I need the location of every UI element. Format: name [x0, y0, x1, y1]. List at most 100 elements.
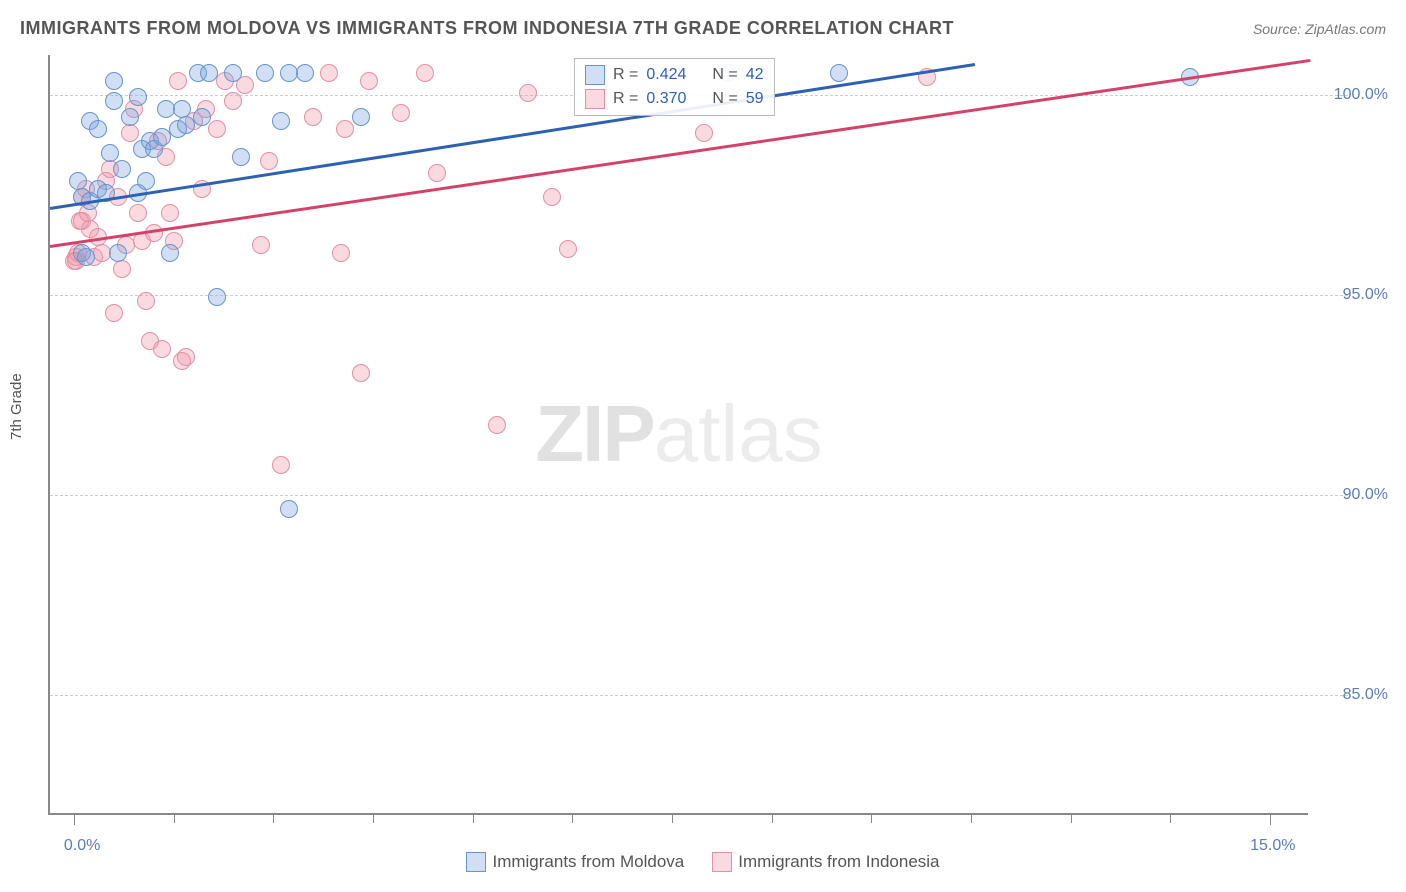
y-tick-label: 85.0% — [1343, 686, 1388, 704]
scatter-chart: ZIPatlas 85.0%90.0%95.0%100.0% — [48, 55, 1308, 815]
x-tick — [572, 813, 573, 823]
data-point — [113, 160, 131, 178]
data-point — [559, 240, 577, 258]
data-point — [416, 64, 434, 82]
data-point — [272, 456, 290, 474]
n-value: 42 — [746, 66, 764, 84]
watermark: ZIPatlas — [535, 388, 822, 480]
gridline — [50, 695, 1348, 696]
data-point — [830, 64, 848, 82]
x-tick — [1170, 813, 1171, 823]
r-label: R = — [613, 90, 638, 108]
x-tick-major — [74, 813, 75, 825]
x-tick — [871, 813, 872, 823]
data-point — [280, 500, 298, 518]
x-tick — [1071, 813, 1072, 823]
stats-row: R = 0.370 N = 59 — [585, 87, 764, 111]
data-point — [109, 244, 127, 262]
data-point — [260, 152, 278, 170]
data-point — [129, 88, 147, 106]
legend-swatch-indonesia — [712, 852, 732, 872]
data-point — [336, 120, 354, 138]
x-tick — [273, 813, 274, 823]
stats-box: R = 0.424 N = 42 R = 0.370 N = 59 — [574, 58, 775, 116]
data-point — [137, 292, 155, 310]
x-tick-label: 15.0% — [1250, 837, 1295, 855]
r-value: 0.370 — [646, 90, 686, 108]
legend-item-moldova: Immigrants from Moldova — [466, 852, 684, 872]
data-point — [177, 348, 195, 366]
r-value: 0.424 — [646, 66, 686, 84]
legend-label: Immigrants from Indonesia — [738, 852, 939, 872]
data-point — [360, 72, 378, 90]
data-point — [488, 416, 506, 434]
data-point — [121, 108, 139, 126]
r-label: R = — [613, 66, 638, 84]
x-tick — [672, 813, 673, 823]
gridline — [50, 295, 1348, 296]
legend-label: Immigrants from Moldova — [492, 852, 684, 872]
data-point — [543, 188, 561, 206]
data-point — [352, 364, 370, 382]
x-tick — [772, 813, 773, 823]
watermark-zip: ZIP — [535, 389, 653, 478]
legend: Immigrants from Moldova Immigrants from … — [0, 852, 1406, 872]
legend-swatch-moldova — [466, 852, 486, 872]
data-point — [161, 204, 179, 222]
x-tick — [174, 813, 175, 823]
data-point — [113, 260, 131, 278]
chart-header: IMMIGRANTS FROM MOLDOVA VS IMMIGRANTS FR… — [20, 18, 1386, 39]
n-value: 59 — [746, 90, 764, 108]
data-point — [272, 112, 290, 130]
data-point — [256, 64, 274, 82]
y-axis-label: 7th Grade — [8, 373, 25, 440]
x-tick-label: 0.0% — [64, 837, 100, 855]
data-point — [224, 64, 242, 82]
gridline — [50, 495, 1348, 496]
n-label: N = — [712, 90, 737, 108]
data-point — [105, 92, 123, 110]
data-point — [232, 148, 250, 166]
data-point — [105, 304, 123, 322]
data-point — [193, 108, 211, 126]
data-point — [695, 124, 713, 142]
x-tick-major — [1270, 813, 1271, 825]
data-point — [208, 288, 226, 306]
data-point — [129, 204, 147, 222]
n-label: N = — [712, 66, 737, 84]
trend-line — [50, 63, 975, 209]
data-point — [161, 244, 179, 262]
data-point — [208, 120, 226, 138]
data-point — [224, 92, 242, 110]
data-point — [69, 172, 87, 190]
data-point — [101, 144, 119, 162]
stats-row: R = 0.424 N = 42 — [585, 63, 764, 87]
data-point — [169, 72, 187, 90]
y-tick-label: 100.0% — [1334, 86, 1388, 104]
y-tick-label: 90.0% — [1343, 486, 1388, 504]
source-attribution: Source: ZipAtlas.com — [1253, 21, 1386, 37]
chart-title: IMMIGRANTS FROM MOLDOVA VS IMMIGRANTS FR… — [20, 18, 954, 39]
data-point — [304, 108, 322, 126]
data-point — [137, 172, 155, 190]
data-point — [392, 104, 410, 122]
data-point — [153, 340, 171, 358]
data-point — [519, 84, 537, 102]
data-point — [352, 108, 370, 126]
x-tick — [373, 813, 374, 823]
x-tick — [971, 813, 972, 823]
data-point — [428, 164, 446, 182]
data-point — [200, 64, 218, 82]
data-point — [296, 64, 314, 82]
data-point — [252, 236, 270, 254]
data-point — [320, 64, 338, 82]
data-point — [105, 72, 123, 90]
x-tick — [473, 813, 474, 823]
y-tick-label: 95.0% — [1343, 286, 1388, 304]
data-point — [173, 100, 191, 118]
data-point — [332, 244, 350, 262]
data-point — [77, 248, 95, 266]
data-point — [121, 124, 139, 142]
stats-swatch — [585, 65, 605, 85]
data-point — [89, 120, 107, 138]
